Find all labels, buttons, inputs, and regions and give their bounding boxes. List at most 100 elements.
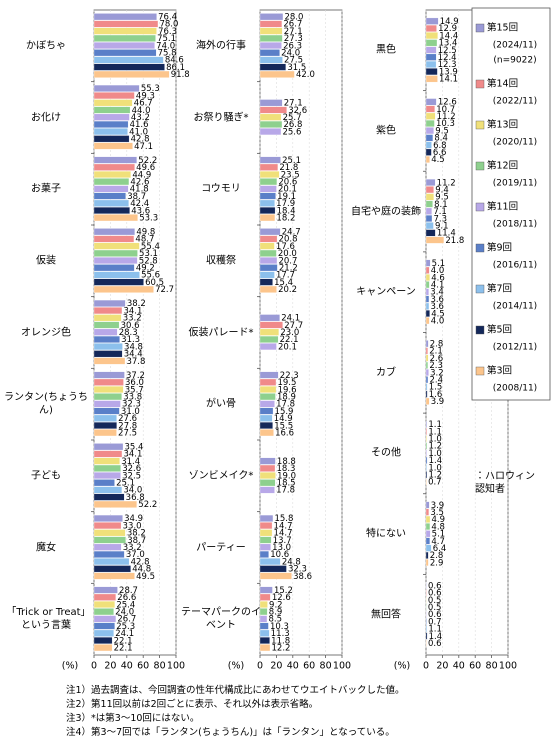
value-label: 1.4	[429, 632, 443, 642]
bar	[259, 34, 283, 42]
value-label: 14.7	[274, 521, 293, 531]
value-label: 78.0	[159, 20, 178, 30]
value-label: 38.2	[127, 529, 146, 539]
bar	[93, 429, 117, 437]
bar	[259, 550, 269, 558]
value-label: 33.2	[123, 543, 142, 553]
x-tick-label: 100	[333, 661, 351, 672]
bar	[93, 608, 114, 616]
legend-name: 第14回	[487, 78, 518, 90]
bar	[425, 119, 435, 127]
value-label: 20.6	[278, 177, 297, 187]
value-label: 42.6	[130, 177, 149, 187]
bar	[259, 257, 278, 264]
value-label: 52.2	[138, 156, 157, 166]
bar	[93, 414, 117, 422]
bar	[425, 618, 427, 626]
bar	[93, 228, 135, 236]
bar	[425, 200, 433, 208]
category-label: 海外の行事	[196, 40, 246, 52]
category-label: その他	[371, 447, 401, 459]
value-label: 0.7	[428, 617, 442, 627]
value-label: 27.6	[118, 414, 137, 424]
bar	[93, 386, 124, 393]
x-tick-label: 40	[121, 661, 133, 672]
value-label: 53.1	[139, 249, 158, 259]
value-label: 49.2	[136, 264, 155, 274]
value-label: 49.6	[136, 163, 155, 173]
value-label: 38.6	[293, 572, 312, 582]
value-label: 4.0	[431, 266, 445, 276]
bar	[259, 629, 270, 637]
value-label: 22.1	[114, 636, 133, 646]
value-label: 2.4	[429, 376, 443, 386]
bar	[93, 271, 140, 279]
value-label: 32.3	[288, 565, 307, 575]
value-label: 0.5	[428, 596, 442, 606]
value-label: 22.3	[280, 371, 299, 381]
value-label: 15.9	[275, 407, 294, 417]
category-label: オレンジ色	[21, 327, 71, 338]
bar	[93, 42, 155, 49]
bar	[425, 559, 429, 567]
bar	[259, 106, 287, 114]
value-label: 24.1	[281, 314, 300, 324]
bar	[425, 193, 434, 201]
bar	[425, 274, 430, 281]
value-label: 19.6	[278, 385, 297, 395]
value-label: 28.7	[119, 586, 138, 596]
category-label: コウモリ	[201, 183, 241, 195]
bar	[259, 637, 270, 644]
value-label: 18.4	[277, 206, 296, 216]
bar	[93, 178, 130, 186]
value-label: 27.5	[118, 428, 137, 438]
bar	[93, 493, 125, 501]
bar	[425, 515, 431, 523]
legend-name: 第3回	[487, 365, 512, 377]
value-label: 5.1	[432, 259, 446, 269]
bar	[93, 565, 131, 573]
bar	[259, 70, 295, 78]
category-label: 子ども	[31, 470, 61, 482]
bar	[93, 343, 123, 351]
value-label: 2.3	[429, 361, 443, 371]
value-label: 42.4	[130, 199, 149, 209]
value-label: 25.1	[116, 479, 135, 489]
value-label: 33.0	[123, 521, 142, 531]
bar	[259, 464, 276, 472]
bar	[93, 84, 140, 92]
bar	[259, 235, 278, 243]
value-label: 25.1	[282, 156, 301, 166]
bar	[93, 20, 159, 28]
bar	[425, 523, 431, 531]
bar	[93, 249, 138, 257]
bar	[93, 235, 135, 243]
value-label: 9.5	[435, 193, 449, 203]
x-tick-label: 20	[436, 661, 448, 672]
value-label: 53.3	[139, 213, 158, 223]
bar	[425, 215, 433, 222]
value-label: 38.7	[127, 192, 146, 202]
value-label: 1.1	[428, 625, 442, 635]
value-label: 14.1	[439, 75, 458, 85]
bar	[259, 278, 273, 286]
bar	[93, 644, 113, 652]
bar	[425, 376, 429, 384]
bar	[425, 428, 428, 435]
value-label: 4.6	[431, 273, 445, 283]
bar	[93, 192, 126, 200]
bar	[425, 53, 437, 61]
value-label: 43.2	[131, 113, 150, 123]
value-label: 49.3	[136, 91, 155, 101]
value-label: 55.4	[141, 242, 160, 252]
value-label: 11.8	[271, 636, 290, 646]
bar	[93, 264, 135, 272]
unit-label: (%)	[62, 661, 78, 672]
bar	[425, 24, 437, 32]
bar	[259, 601, 268, 608]
category-label: 自宅や庭の装飾	[351, 206, 421, 218]
bar	[425, 369, 429, 376]
bar	[93, 299, 126, 307]
bar	[259, 335, 279, 343]
bar	[425, 259, 431, 267]
